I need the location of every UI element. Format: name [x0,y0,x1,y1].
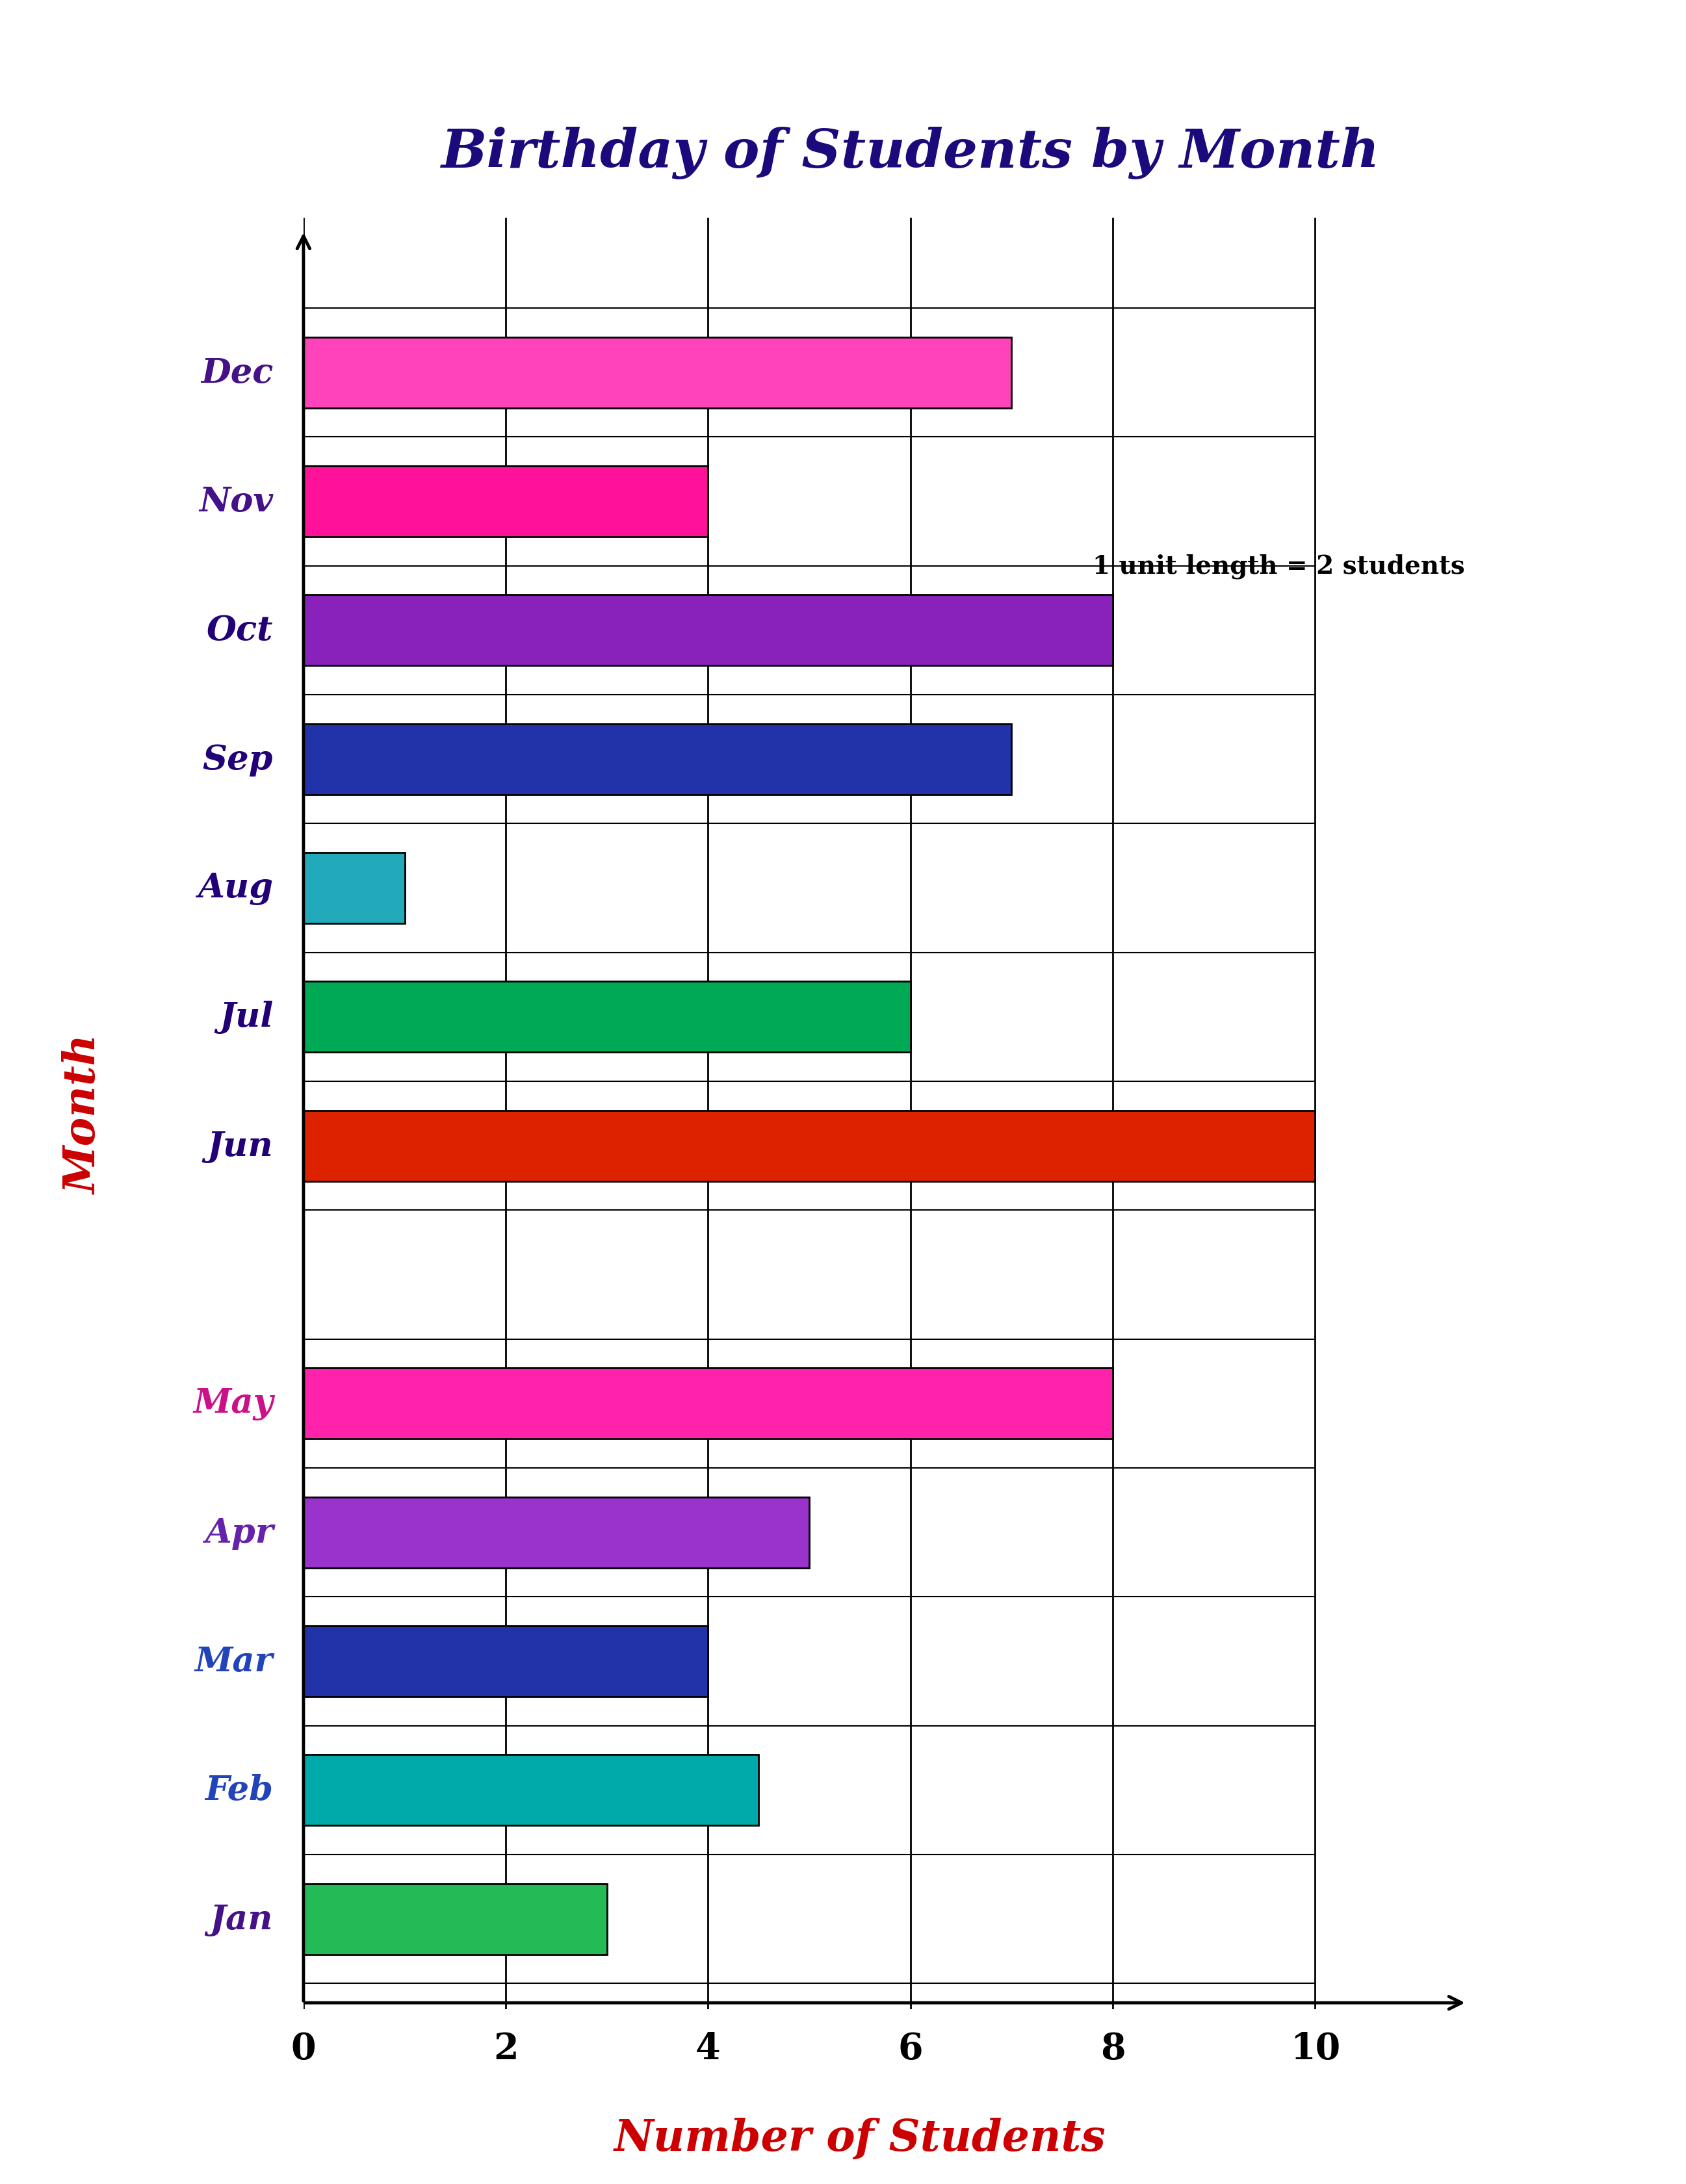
Text: Sep: Sep [202,743,273,775]
Text: May: May [194,1387,273,1420]
Bar [303,725,1012,795]
Bar [303,1369,1113,1439]
Bar [303,1754,759,1826]
Bar [303,339,1012,408]
Text: Aug: Aug [197,871,273,904]
Bar [303,1112,1315,1182]
Text: Jan: Jan [209,1902,273,1935]
Bar [303,1883,607,1955]
Bar [303,983,910,1053]
Text: Jun: Jun [207,1129,273,1162]
Bar [303,596,1113,666]
Text: Feb: Feb [206,1773,273,1806]
Text: Jul: Jul [219,1000,273,1033]
Text: 1 unit length = 2 students: 1 unit length = 2 students [1093,555,1465,579]
Text: Dec: Dec [201,356,273,389]
Text: Apr: Apr [204,1516,273,1548]
Text: Month: Month [62,1033,106,1195]
Bar [303,467,708,537]
Text: Oct: Oct [206,614,273,646]
Bar [303,1625,708,1697]
Text: Nov: Nov [199,485,273,518]
Text: Birthday of Students by Month: Birthday of Students by Month [442,127,1379,179]
Bar [303,1498,809,1568]
Text: Number of Students: Number of Students [614,2116,1106,2160]
Text: Mar: Mar [196,1645,273,1677]
Bar [303,854,405,924]
